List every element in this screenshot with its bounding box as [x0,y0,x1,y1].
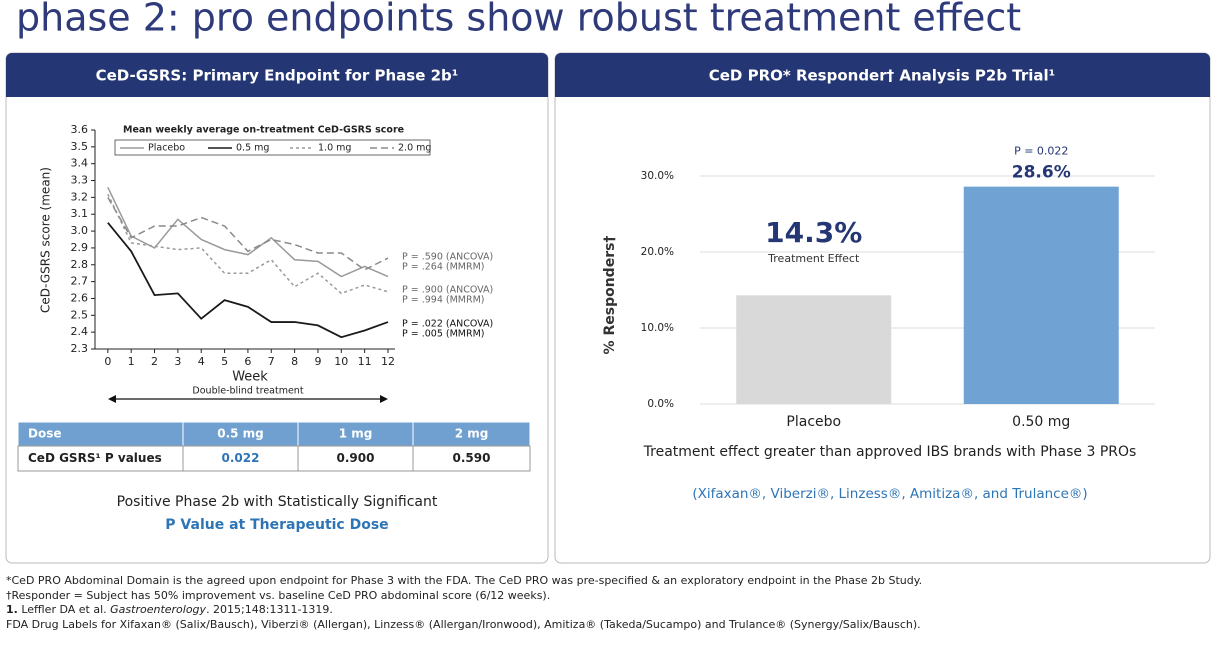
left-header-bg [6,53,548,97]
effect-label: 14.3% [765,216,862,249]
y-tick-label: 2.7 [71,275,89,288]
series-line [107,193,389,295]
note: (Xifaxan®, Viberzi®, Linzess®, Amitiza®,… [692,486,1087,502]
legend-label: 2.0 mg [398,143,431,154]
x-tick-label: 10 [334,355,348,368]
footnote-part: 1. [6,603,18,616]
table-cell-text: 0.590 [453,451,491,465]
x-tick-label: 8 [291,355,298,368]
p-annotation: P = .264 (MMRM) [402,262,485,273]
p-value-label: P = 0.022 [1014,145,1068,158]
p-annotation: P = .900 (ANCOVA) [402,285,493,296]
arrow-head [108,395,116,403]
y-tick-label: 3.2 [71,190,89,203]
note: Treatment effect greater than approved I… [643,444,1137,460]
y-tick-label: 20.0% [641,246,674,258]
y-tick-label: 0.0% [647,398,674,410]
x-tick-label: Placebo [786,414,841,430]
table-header: 0.5 mg [217,427,264,441]
x-axis-label: Week [232,370,268,385]
y-tick-label: 2.4 [71,325,89,338]
footnote-part: . 2015;148:1311-1319. [206,603,333,616]
table-header: Dose [28,427,62,441]
effect-caption: Treatment Effect [767,252,860,265]
y-tick-label: 2.8 [71,258,89,271]
left-header: CeD-GSRS: Primary Endpoint for Phase 2b¹ [96,67,459,85]
table-cell [182,445,299,472]
table-cell-text: 0.900 [337,451,375,465]
arrow-head [380,395,388,403]
y-tick-label: 3.6 [71,123,89,136]
y-tick-label: 3.3 [71,174,89,187]
x-tick-label: 12 [381,355,395,368]
x-tick-label: 5 [221,355,228,368]
p-annotation: P = .022 (ANCOVA) [402,319,493,330]
x-tick-label: 0.50 mg [1012,414,1070,430]
y-tick-label: 2.6 [71,291,89,304]
y-tick-label: 3.0 [71,224,89,237]
x-tick-label: 11 [358,355,372,368]
series-line [107,186,389,278]
footnote: 1. Leffler DA et al. Gastroenterology. 2… [6,603,333,616]
y-tick-label: 2.3 [71,342,89,355]
slide-title: phase 2: pro endpoints show robust treat… [16,0,1021,40]
caption: Positive Phase 2b with Statistically Sig… [117,494,438,510]
y-tick-label: 2.5 [71,308,89,321]
y-axis-label: CeD-GSRS score (mean) [39,167,53,313]
series-line [107,197,389,271]
footnote-part: Gastroenterology [110,603,206,616]
value-label: 28.6% [1012,163,1071,183]
legend-label: Placebo [148,143,185,154]
table-cell-text: CeD GSRS¹ P values [28,451,162,465]
y-tick-label: 3.4 [71,157,89,170]
p-annotation: P = .994 (MMRM) [402,295,485,306]
footnote: *CeD PRO Abdominal Domain is the agreed … [6,574,922,587]
x-tick-label: 6 [244,355,251,368]
table-cell [412,445,531,472]
table-header-cell [412,421,531,447]
footnote: †Responder = Subject has 50% improvement… [6,589,550,602]
y-tick-label: 2.9 [71,241,89,254]
x-tick-label: 2 [151,355,158,368]
caption: P Value at Therapeutic Dose [165,517,388,533]
p-annotation: P = .590 (ANCOVA) [402,252,493,263]
bar [736,295,892,404]
x-tick-label: 7 [268,355,275,368]
legend-label: 1.0 mg [318,143,351,154]
bar [963,186,1119,404]
legend-box [114,139,431,156]
table-header: 2 mg [455,427,489,441]
footnote: FDA Drug Labels for Xifaxan® (Salix/Baus… [6,618,921,631]
table-header-cell [182,421,299,447]
x-tick-label: 0 [104,355,111,368]
footnote-part: Leffler DA et al. [18,603,110,616]
series-line [107,222,389,339]
x-tick-label: 3 [174,355,181,368]
y-axis-label: % Responders† [602,236,618,355]
right-header: CeD PRO* Responder† Analysis P2b Trial¹ [709,67,1056,85]
p-annotation: P = .005 (MMRM) [402,329,485,340]
legend-title: Mean weekly average on-treatment CeD-GSR… [123,125,404,136]
y-tick-label: 30.0% [641,170,674,182]
y-tick-label: 10.0% [641,322,674,334]
y-tick-label: 3.5 [71,140,89,153]
x-tick-label: 9 [314,355,321,368]
bracket-label: Double-blind treatment [192,386,303,397]
x-tick-label: 4 [198,355,205,368]
legend-label: 0.5 mg [236,143,269,154]
y-tick-label: 3.1 [71,207,89,220]
right-header-bg [555,53,1210,97]
x-tick-label: 1 [128,355,135,368]
table-header: 1 mg [339,427,373,441]
table-cell-text: 0.022 [222,451,260,465]
